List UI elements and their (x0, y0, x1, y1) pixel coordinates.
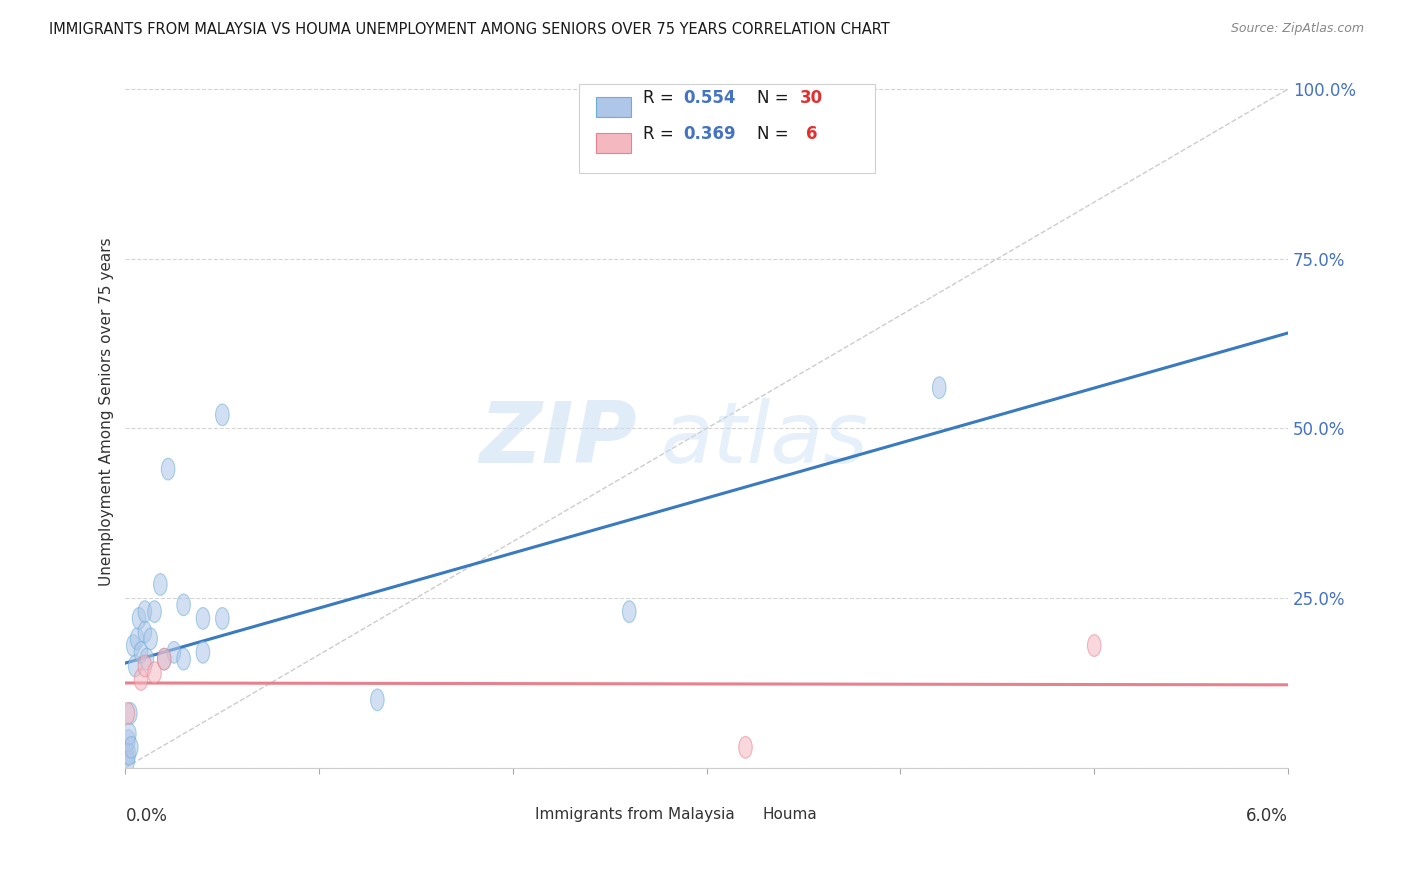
Text: 0.0%: 0.0% (125, 807, 167, 825)
Ellipse shape (134, 669, 148, 690)
Ellipse shape (177, 648, 190, 670)
FancyBboxPatch shape (503, 807, 529, 822)
Ellipse shape (215, 607, 229, 629)
Text: 6: 6 (806, 125, 817, 143)
Ellipse shape (124, 703, 138, 724)
Ellipse shape (197, 607, 209, 629)
Ellipse shape (148, 662, 162, 683)
FancyBboxPatch shape (579, 84, 876, 173)
Text: N =: N = (756, 125, 793, 143)
Text: Immigrants from Malaysia: Immigrants from Malaysia (534, 806, 734, 822)
Ellipse shape (215, 404, 229, 425)
Ellipse shape (153, 574, 167, 595)
Text: N =: N = (756, 89, 793, 107)
Text: 30: 30 (800, 89, 823, 107)
Text: 0.369: 0.369 (683, 125, 737, 143)
FancyBboxPatch shape (596, 133, 631, 153)
Ellipse shape (132, 607, 146, 629)
Ellipse shape (131, 628, 143, 649)
Text: R =: R = (643, 125, 679, 143)
Ellipse shape (121, 743, 134, 765)
Text: 0.554: 0.554 (683, 89, 735, 107)
Ellipse shape (932, 376, 946, 399)
Ellipse shape (121, 730, 135, 751)
Ellipse shape (157, 648, 172, 670)
Ellipse shape (127, 635, 141, 657)
FancyBboxPatch shape (728, 807, 754, 822)
Ellipse shape (148, 600, 162, 623)
FancyBboxPatch shape (596, 97, 631, 117)
Ellipse shape (177, 594, 190, 615)
Ellipse shape (1087, 635, 1101, 657)
Ellipse shape (157, 648, 172, 670)
Ellipse shape (125, 737, 138, 758)
Text: atlas: atlas (661, 399, 869, 482)
Ellipse shape (623, 600, 636, 623)
Ellipse shape (141, 648, 153, 670)
Ellipse shape (121, 703, 135, 724)
Ellipse shape (138, 655, 152, 677)
Ellipse shape (371, 689, 384, 711)
Text: R =: R = (643, 89, 679, 107)
Ellipse shape (134, 641, 148, 663)
Ellipse shape (162, 458, 174, 480)
Ellipse shape (138, 621, 152, 643)
Ellipse shape (122, 723, 136, 745)
Text: 6.0%: 6.0% (1246, 807, 1288, 825)
Y-axis label: Unemployment Among Seniors over 75 years: Unemployment Among Seniors over 75 years (100, 237, 114, 586)
Ellipse shape (197, 641, 209, 663)
Ellipse shape (143, 628, 157, 649)
Text: Houma: Houma (762, 806, 817, 822)
Ellipse shape (738, 737, 752, 758)
Text: ZIP: ZIP (479, 399, 637, 482)
Ellipse shape (167, 641, 181, 663)
Ellipse shape (138, 600, 152, 623)
Ellipse shape (121, 750, 135, 772)
Ellipse shape (128, 655, 142, 677)
Text: Source: ZipAtlas.com: Source: ZipAtlas.com (1230, 22, 1364, 36)
Text: IMMIGRANTS FROM MALAYSIA VS HOUMA UNEMPLOYMENT AMONG SENIORS OVER 75 YEARS CORRE: IMMIGRANTS FROM MALAYSIA VS HOUMA UNEMPL… (49, 22, 890, 37)
Ellipse shape (122, 743, 136, 765)
